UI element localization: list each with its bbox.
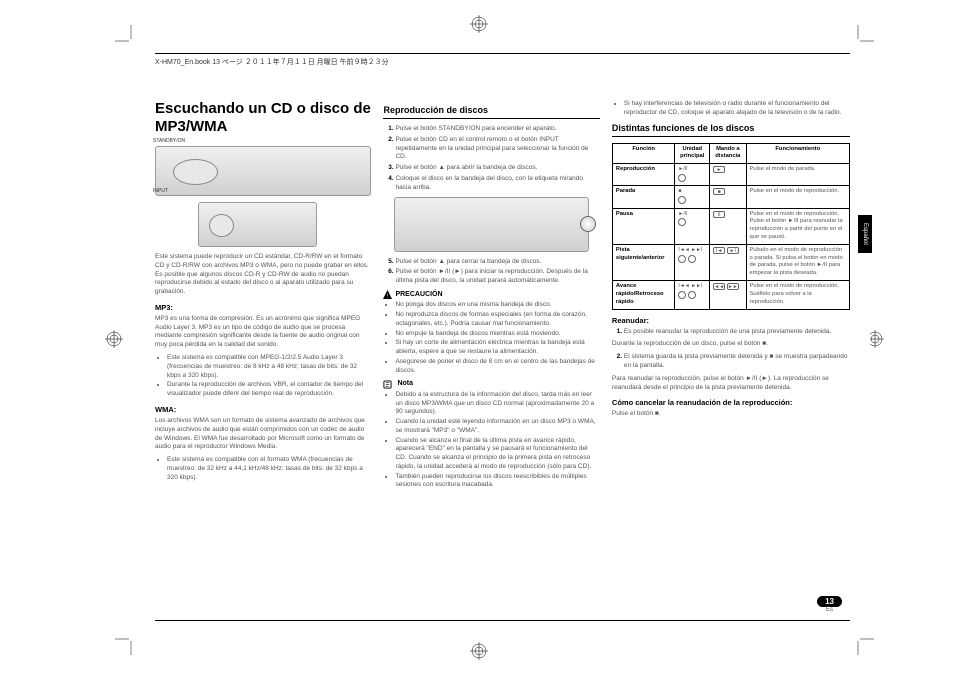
step-item: Pulse el botón ▲ para abrir la bandeja d… bbox=[395, 164, 599, 173]
language-tab: Español bbox=[858, 215, 872, 253]
th-main-unit: Unidad principal bbox=[675, 143, 710, 164]
stop-button-icon bbox=[678, 196, 686, 204]
input-label: INPUT bbox=[153, 188, 168, 195]
th-remote: Mando a distancia bbox=[710, 143, 746, 164]
crop-mark bbox=[854, 635, 874, 655]
note-block: Nota bbox=[383, 379, 599, 388]
skip-button-icon bbox=[688, 255, 696, 263]
svg-text:!: ! bbox=[387, 294, 389, 299]
resume-text: Para reanudar la reproducción, pulse el … bbox=[612, 375, 850, 393]
column-1: Escuchando un CD o disco de MP3/WMA STAN… bbox=[155, 100, 371, 494]
play-button-icon bbox=[678, 174, 686, 182]
mp3-description: MP3 es una forma de compresión. Es un ac… bbox=[155, 315, 371, 350]
step-item: Pulse el botón ►/II (►) para iniciar la … bbox=[395, 268, 599, 286]
functions-heading: Distintas funciones de los discos bbox=[612, 122, 850, 137]
play-remote-icon: ► bbox=[713, 166, 725, 173]
page-number: 13 bbox=[817, 596, 842, 607]
page-number-block: 13 Es bbox=[817, 596, 842, 613]
step-item: Coloque el disco en la bandeja del disco… bbox=[395, 175, 599, 193]
pause-button-icon bbox=[678, 218, 686, 226]
wma-bullet: Este sistema es compatible con el format… bbox=[167, 456, 371, 482]
content-columns: Escuchando un CD o disco de MP3/WMA STAN… bbox=[155, 100, 850, 494]
registration-mark-bottom bbox=[470, 642, 488, 665]
wma-description: Los archivos WMA son un formato de siste… bbox=[155, 417, 371, 452]
th-function: Función bbox=[612, 143, 674, 164]
skip-button-icon bbox=[678, 255, 686, 263]
crop-mark bbox=[115, 635, 135, 655]
note-item: También pueden reproducirse los discos r… bbox=[395, 473, 599, 491]
device-illustration-remote bbox=[198, 202, 317, 247]
standby-label: STANDBY/ON bbox=[153, 138, 185, 145]
device-tray-illustration bbox=[394, 197, 589, 252]
stop-remote-icon: ■ bbox=[713, 188, 725, 195]
warning-icon: ! bbox=[383, 290, 392, 299]
registration-mark-top bbox=[470, 15, 488, 38]
functions-table: Función Unidad principal Mando a distanc… bbox=[612, 143, 850, 310]
ff-remote-icon: ►► bbox=[727, 283, 739, 290]
page-header: X-HM70_En.book 13 ページ ２０１１年７月１１日 月曜日 午前９… bbox=[155, 53, 850, 67]
caution-item: Asegúrese de poner el disco de 8 cm en e… bbox=[395, 358, 599, 376]
resume-heading: Reanudar: bbox=[612, 316, 850, 326]
rw-button-icon bbox=[688, 291, 696, 299]
table-row: Parada ■ ■ Pulse en el modo de reproducc… bbox=[612, 186, 849, 208]
crop-mark bbox=[115, 25, 135, 45]
device-illustration-main bbox=[155, 146, 371, 196]
column-2: Reproducción de discos Pulse el botón ST… bbox=[383, 100, 599, 494]
table-row: Pausa ►/II II Pulse en el modo de reprod… bbox=[612, 208, 849, 244]
intro-text: Este sistema puede reproducir un CD está… bbox=[155, 253, 371, 297]
next-remote-icon: ►I bbox=[727, 247, 739, 254]
step-item: Pulse el botón ▲ para cerrar la bandeja … bbox=[395, 258, 599, 267]
table-row: Reproducción ►/II ► Pulse el modo de par… bbox=[612, 164, 849, 186]
step-item: Pulse el botón CD en el control remoto o… bbox=[395, 136, 599, 162]
page-title: Escuchando un CD o disco de MP3/WMA bbox=[155, 100, 371, 136]
note-item: Cuando la unidad esté leyendo informació… bbox=[395, 418, 599, 436]
registration-mark-left bbox=[105, 330, 123, 353]
caution-item: Si hay un corte de alimentación eléctric… bbox=[395, 339, 599, 357]
page-lang: Es bbox=[826, 607, 833, 613]
reproduction-heading: Reproducción de discos bbox=[383, 104, 599, 119]
rw-remote-icon: ◄◄ bbox=[713, 283, 725, 290]
step-item: Pulse el botón STANDBY/ON para encender … bbox=[395, 125, 599, 134]
caution-block: ! PRECAUCIÓN bbox=[383, 290, 599, 299]
footer-rule bbox=[155, 620, 850, 621]
caution-item: No ponga dos discos en una misma bandeja… bbox=[395, 301, 599, 310]
note-label: Nota bbox=[397, 379, 413, 388]
cancel-heading: Cómo cancelar la reanudación de la repro… bbox=[612, 398, 850, 408]
cancel-text: Pulse el botón ■. bbox=[612, 410, 850, 419]
resume-text: Durante la reproducción de un disco, pul… bbox=[612, 340, 850, 349]
crop-mark bbox=[854, 25, 874, 45]
table-row: Avance rápido/Retroceso rápido I◄◄ ►►I ◄… bbox=[612, 281, 849, 309]
caution-item: No reproduzca discos de formas especiale… bbox=[395, 311, 599, 329]
mp3-heading: MP3: bbox=[155, 303, 371, 313]
note-item: Debido a la estructura de la información… bbox=[395, 391, 599, 417]
caution-item: No empuje la bandeja de discos mientras … bbox=[395, 330, 599, 339]
pause-remote-icon: II bbox=[713, 211, 725, 218]
tv-interference-note: Si hay interferencias de televisión o ra… bbox=[624, 100, 850, 118]
wma-heading: WMA: bbox=[155, 405, 371, 415]
caution-label: PRECAUCIÓN bbox=[395, 290, 442, 299]
ff-button-icon bbox=[678, 291, 686, 299]
resume-step: El sistema guarda la pista previamente d… bbox=[624, 353, 850, 371]
page: X-HM70_En.book 13 ページ ２０１１年７月１１日 月曜日 午前９… bbox=[135, 45, 870, 635]
header-text: X-HM70_En.book 13 ページ ２０１１年７月１１日 月曜日 午前９… bbox=[155, 59, 389, 66]
note-item: Cuando se alcanza el final de la última … bbox=[395, 437, 599, 472]
mp3-bullet: Este sistema es compatible con MPEG-1/2/… bbox=[167, 354, 371, 380]
prev-remote-icon: I◄ bbox=[713, 247, 725, 254]
note-icon bbox=[383, 380, 392, 389]
table-row: Pista siguiente/anterior I◄◄ ►►I I◄ ►I P… bbox=[612, 244, 849, 280]
column-3: Si hay interferencias de televisión o ra… bbox=[612, 100, 850, 494]
resume-step: Es posible reanudar la reproducción de u… bbox=[624, 328, 850, 337]
mp3-bullet: Durante la reproducción de archivos VBR,… bbox=[167, 381, 371, 399]
th-operation: Funcionamiento bbox=[746, 143, 849, 164]
